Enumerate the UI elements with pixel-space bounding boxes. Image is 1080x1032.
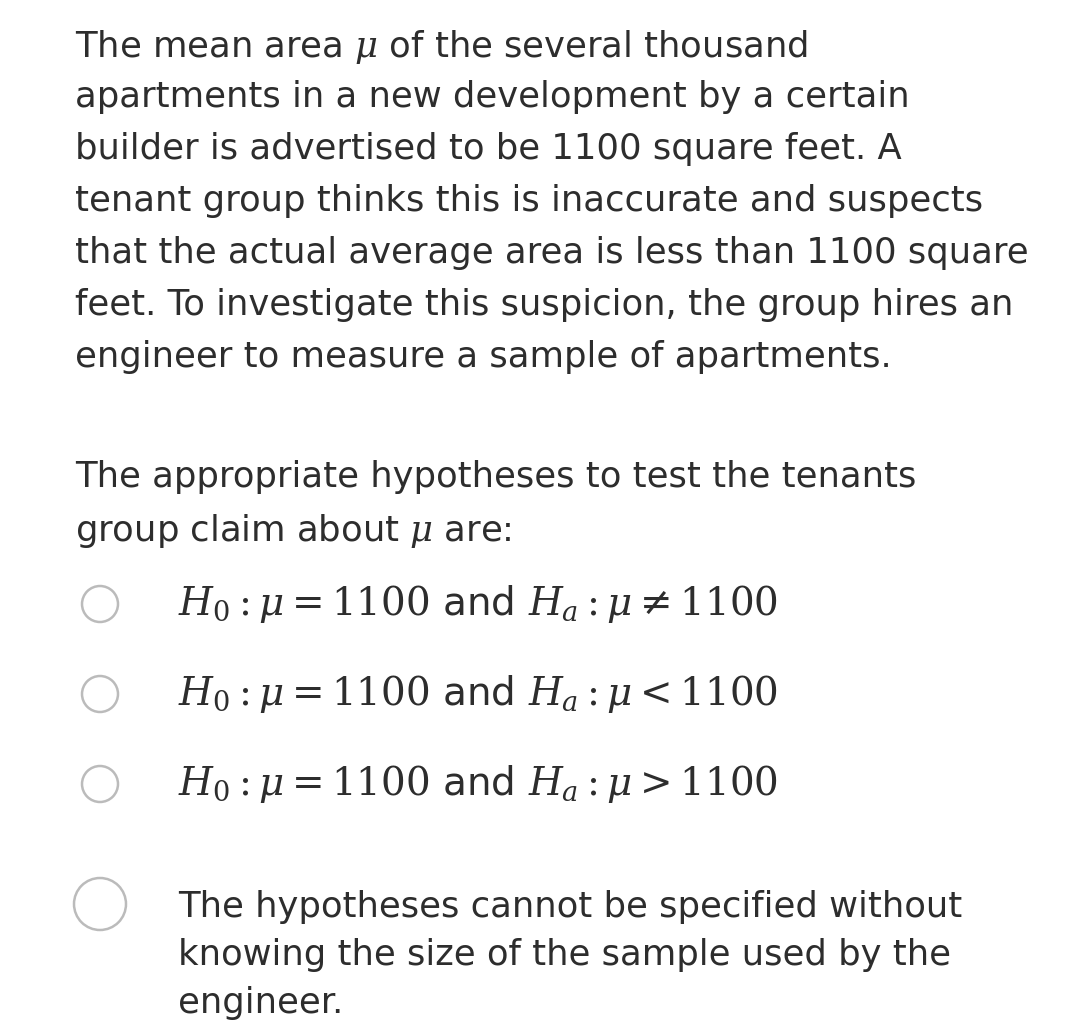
- Text: group claim about $\mu$ are:: group claim about $\mu$ are:: [75, 512, 512, 550]
- Text: builder is advertised to be 1100 square feet. A: builder is advertised to be 1100 square …: [75, 132, 902, 166]
- Text: $H_0 : \mu = 1100$ and $H_a : \mu \neq 1100$: $H_0 : \mu = 1100$ and $H_a : \mu \neq 1…: [178, 583, 778, 625]
- Text: apartments in a new development by a certain: apartments in a new development by a cer…: [75, 80, 909, 114]
- Text: $H_0 : \mu = 1100$ and $H_a : \mu > 1100$: $H_0 : \mu = 1100$ and $H_a : \mu > 1100…: [178, 763, 778, 805]
- Text: The mean area $\mu$ of the several thousand: The mean area $\mu$ of the several thous…: [75, 28, 808, 66]
- Text: engineer to measure a sample of apartments.: engineer to measure a sample of apartmen…: [75, 340, 892, 374]
- Text: The appropriate hypotheses to test the tenants: The appropriate hypotheses to test the t…: [75, 460, 916, 494]
- Text: knowing the size of the sample used by the: knowing the size of the sample used by t…: [178, 938, 951, 972]
- Text: engineer.: engineer.: [178, 986, 343, 1020]
- Text: $H_0 : \mu = 1100$ and $H_a : \mu < 1100$: $H_0 : \mu = 1100$ and $H_a : \mu < 1100…: [178, 673, 778, 715]
- Text: feet. To investigate this suspicion, the group hires an: feet. To investigate this suspicion, the…: [75, 288, 1013, 322]
- Text: The hypotheses cannot be specified without: The hypotheses cannot be specified witho…: [178, 890, 962, 924]
- Text: tenant group thinks this is inaccurate and suspects: tenant group thinks this is inaccurate a…: [75, 184, 983, 218]
- Text: that the actual average area is less than 1100 square: that the actual average area is less tha…: [75, 236, 1028, 270]
